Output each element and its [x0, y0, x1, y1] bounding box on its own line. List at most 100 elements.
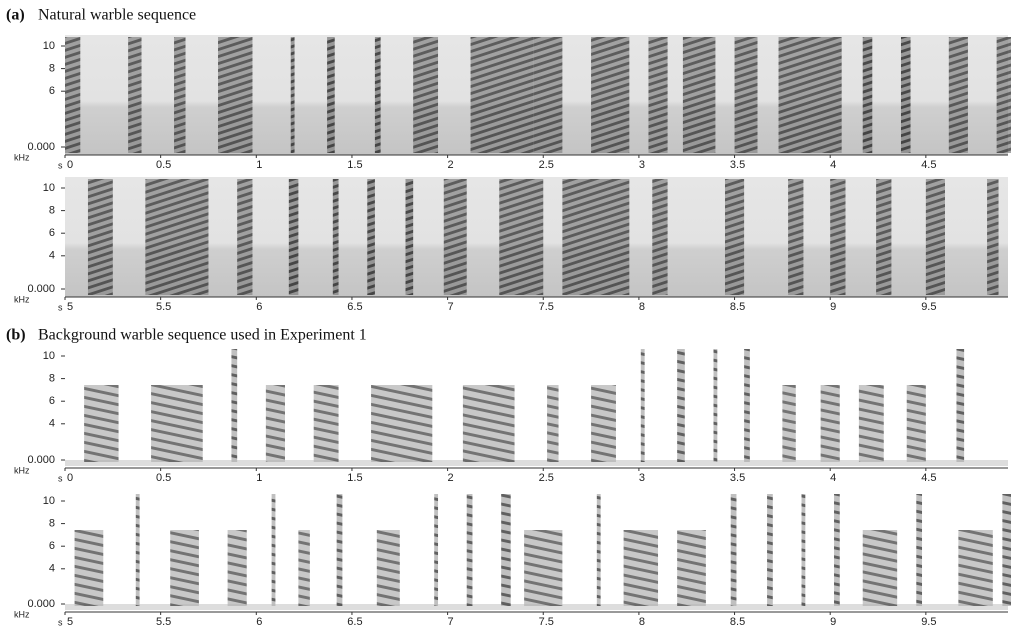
syllable [948, 37, 968, 153]
x-tick-label: 0 [67, 159, 73, 171]
y-tick-label: 4 [49, 418, 55, 430]
syllable [677, 530, 706, 606]
y-unit: kHz [14, 609, 30, 619]
x-tick-label: 2 [448, 159, 454, 171]
x-tick-label: 3.5 [730, 472, 745, 484]
syllable [767, 494, 773, 606]
syllable [499, 179, 544, 295]
syllable [174, 37, 186, 153]
y-tick-label: 4 [49, 563, 55, 575]
syllable [724, 179, 745, 295]
syllable [170, 530, 199, 606]
syllable [371, 385, 433, 462]
y-tick-label: 6 [49, 540, 55, 552]
x-tick-label: 8 [639, 301, 645, 313]
syllable [682, 37, 716, 153]
syllable [996, 37, 1011, 153]
syllable [801, 494, 806, 606]
x-tick-label: 2.5 [539, 159, 554, 171]
syllable [470, 37, 534, 153]
x-tick-label: 8.5 [730, 616, 745, 628]
x-tick-label: 0.5 [156, 472, 171, 484]
syllable [596, 494, 601, 606]
x-unit: s [58, 473, 63, 483]
syllable [501, 494, 511, 606]
y-tick-label: 6 [49, 395, 55, 407]
y-tick-label: 0.000 [27, 283, 55, 295]
x-tick-label: 9.5 [921, 301, 936, 313]
x-tick-label: 3 [639, 159, 645, 171]
panel-title: Natural warble sequence [38, 7, 196, 24]
syllable [778, 37, 842, 153]
syllable [925, 179, 945, 295]
x-tick-label: 8.5 [730, 301, 745, 313]
x-tick-label: 3.5 [730, 159, 745, 171]
x-tick-label: 4 [830, 159, 836, 171]
syllable [1002, 494, 1011, 606]
x-tick-label: 5.5 [156, 616, 171, 628]
x-tick-label: 6 [256, 301, 262, 313]
syllable [466, 494, 473, 606]
y-tick-label: 0.000 [27, 454, 55, 466]
y-unit: kHz [14, 465, 30, 475]
syllable [547, 385, 559, 462]
syllable [84, 385, 119, 462]
syllable [87, 179, 113, 295]
syllable [374, 37, 381, 153]
syllable [332, 179, 339, 295]
syllable [956, 349, 965, 462]
y-tick-label: 6 [49, 85, 55, 97]
y-tick-label: 8 [49, 373, 55, 385]
y-tick-label: 8 [49, 205, 55, 217]
x-tick-label: 8 [639, 616, 645, 628]
x-tick-label: 7.5 [539, 616, 554, 628]
syllable [830, 179, 846, 295]
y-tick-label: 8 [49, 518, 55, 530]
x-tick-label: 2 [448, 472, 454, 484]
syllable [730, 494, 737, 606]
spectrogram-floor [65, 460, 1008, 466]
y-tick-label: 10 [43, 495, 55, 507]
syllable [367, 179, 375, 295]
syllable [288, 179, 299, 295]
x-unit: s [58, 617, 63, 627]
panel-label: (a) [6, 7, 25, 24]
syllable [652, 179, 668, 295]
syllable [858, 385, 884, 462]
syllable [713, 349, 718, 462]
syllable [533, 37, 563, 153]
syllable [562, 179, 630, 295]
x-tick-label: 7 [448, 301, 454, 313]
syllable [65, 37, 81, 153]
syllable [734, 37, 758, 153]
syllable [462, 385, 515, 462]
syllable [135, 494, 140, 606]
syllable [958, 530, 993, 606]
syllable [820, 385, 840, 462]
x-tick-label: 5.5 [156, 301, 171, 313]
syllable [744, 349, 750, 462]
y-tick-label: 10 [43, 182, 55, 194]
panel-label: (b) [6, 327, 26, 344]
syllable [145, 179, 209, 295]
x-tick-label: 6.5 [347, 301, 362, 313]
y-tick-label: 10 [43, 40, 55, 52]
syllable [876, 179, 892, 295]
x-tick-label: 1 [256, 159, 262, 171]
x-tick-label: 1.5 [347, 159, 362, 171]
x-tick-label: 1.5 [347, 472, 362, 484]
syllable [227, 530, 247, 606]
x-tick-label: 5 [67, 616, 73, 628]
spectrogram-floor [65, 604, 1008, 610]
x-tick-label: 7.5 [539, 301, 554, 313]
syllable [834, 494, 840, 606]
syllable [327, 37, 335, 153]
y-tick-label: 6 [49, 227, 55, 239]
x-tick-label: 9 [830, 301, 836, 313]
x-tick-label: 2.5 [539, 472, 554, 484]
y-tick-label: 4 [49, 250, 55, 262]
syllable [271, 494, 276, 606]
